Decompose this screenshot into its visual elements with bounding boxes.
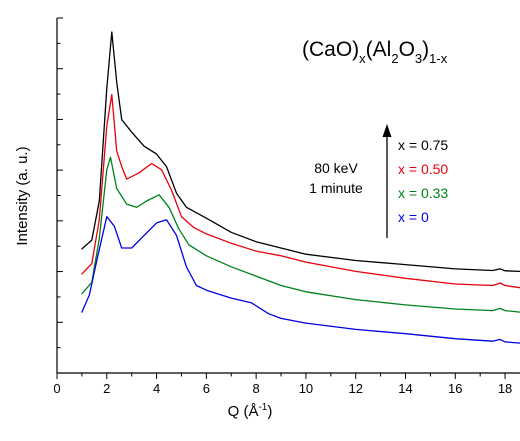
x-ticks: 0 2 4 6 8 10 12 14 16 18	[53, 373, 512, 396]
energy-annotation: 80 keV	[314, 160, 358, 176]
x-tick-label-12: 12	[348, 381, 362, 396]
x-tick-label-14: 14	[398, 381, 412, 396]
x-axis-label: Q (Å-1)	[228, 402, 273, 420]
x-tick-label-16: 16	[448, 381, 462, 396]
legend: x = 0.75 x = 0.50 x = 0.33 x = 0	[398, 137, 448, 225]
time-annotation: 1 minute	[309, 180, 363, 196]
y-axis-label: Intensity (a. u.)	[14, 146, 31, 245]
series-line-0	[81, 31, 520, 273]
formula-label: (CaO)x(Al2O3)1-x	[302, 38, 448, 66]
x-tick-label-4: 4	[153, 381, 160, 396]
x-tick-label-8: 8	[253, 381, 260, 396]
legend-entry-3: x = 0	[398, 209, 429, 225]
x-tick-label-0: 0	[53, 381, 60, 396]
x-tick-label-18: 18	[498, 381, 512, 396]
series-line-2	[81, 156, 520, 313]
series-line-3	[81, 216, 520, 344]
composition-arrow	[382, 124, 392, 238]
arrow-head	[382, 124, 392, 137]
series-layer	[81, 31, 520, 344]
y-ticks	[57, 17, 63, 374]
legend-entry-1: x = 0.50	[398, 161, 448, 177]
x-tick-label-10: 10	[299, 381, 313, 396]
plot-area	[57, 18, 520, 373]
series-line-1	[81, 93, 520, 289]
x-tick-label-6: 6	[203, 381, 210, 396]
legend-entry-0: x = 0.75	[398, 137, 448, 153]
x-tick-label-2: 2	[103, 381, 110, 396]
legend-entry-2: x = 0.33	[398, 185, 448, 201]
